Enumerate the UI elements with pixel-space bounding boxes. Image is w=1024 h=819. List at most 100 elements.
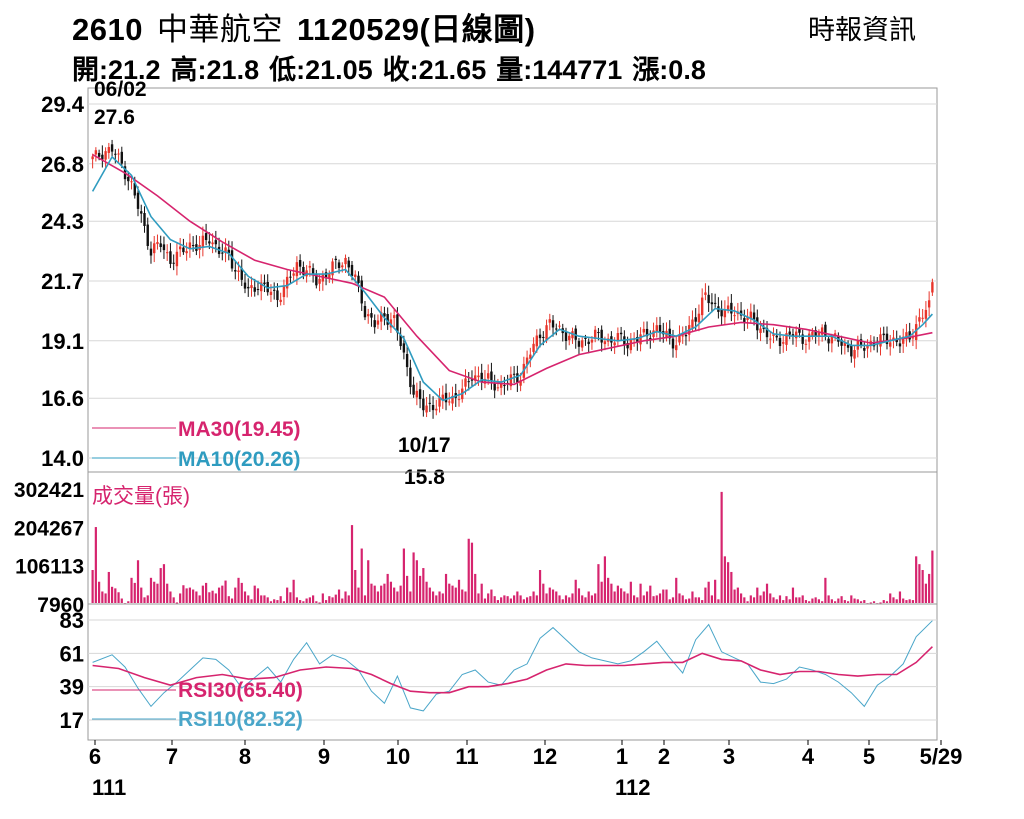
candle-body [626, 342, 629, 349]
candle-body [146, 224, 149, 246]
candle-body [749, 311, 753, 319]
quote-item: 低:21.05 [269, 55, 373, 85]
candle-body [474, 375, 477, 381]
volume-bar [166, 583, 169, 603]
volume-bar [564, 595, 568, 603]
x-month-label: 1 [616, 744, 628, 769]
volume-bar [597, 564, 600, 603]
candle-body [616, 333, 620, 341]
candle-body [629, 339, 633, 351]
candle-body [444, 392, 448, 403]
candle-body [863, 347, 866, 351]
volume-bar [778, 595, 782, 603]
candle-body [253, 287, 256, 292]
candle-body [603, 341, 607, 345]
candle-body [240, 268, 243, 280]
candle-body [551, 320, 555, 328]
volume-bar [824, 577, 827, 603]
volume-bar [704, 587, 707, 603]
volume-bar [425, 581, 428, 603]
candle-body [655, 325, 658, 333]
candle-body [201, 235, 205, 248]
volume-bar [273, 599, 276, 603]
ma-legend-label: MA10(20.26) [178, 448, 301, 471]
candle-body [396, 314, 399, 333]
volume-bar [328, 596, 331, 603]
volume-bar [354, 570, 357, 603]
low-date-annotation: 10/17 [398, 434, 451, 457]
candle-body [480, 372, 483, 382]
volume-bar [224, 580, 227, 603]
candle-body [811, 331, 814, 337]
volume-bar [393, 587, 396, 603]
candle-body [503, 385, 506, 387]
candle-body [208, 241, 211, 244]
volume-bar [801, 595, 804, 603]
volume-bar [837, 598, 840, 603]
candle-body [577, 341, 581, 347]
volume-bar [791, 587, 795, 603]
candle-body [782, 342, 785, 344]
rsi-legend-label: RSI10(82.52) [178, 708, 303, 731]
candle-body [344, 257, 347, 265]
volume-bar [769, 593, 772, 603]
volume-bar [344, 591, 347, 603]
x-year-label: 111 [92, 775, 126, 800]
candle-body [898, 343, 902, 347]
volume-bar [383, 583, 386, 603]
volume-bar [363, 595, 367, 603]
candle-body [243, 282, 247, 289]
candle-body [743, 318, 746, 323]
candle-body [542, 336, 545, 338]
candle-body [759, 328, 762, 333]
volume-bar [227, 596, 230, 603]
x-month-label: 6 [89, 744, 101, 769]
volume-bar [114, 588, 117, 603]
volume-bar [292, 579, 295, 603]
volume-bar [214, 593, 217, 603]
volume-bar [746, 601, 749, 603]
volume-bar [655, 595, 658, 603]
volume-bar [279, 596, 282, 603]
volume-bar [431, 591, 435, 603]
price-tick-label: 26.8 [41, 152, 84, 177]
candle-body [739, 310, 743, 316]
volume-bar [282, 601, 286, 603]
volume-bar [898, 591, 902, 603]
rsi-legend-label: RSI30(65.40) [178, 679, 303, 702]
volume-bar [260, 595, 263, 603]
volume-bar [373, 585, 376, 603]
candle-body [889, 342, 892, 347]
volume-bar [905, 600, 908, 603]
candle-body [921, 317, 924, 319]
volume-tick-label: 106113 [15, 556, 84, 579]
volume-bar [707, 581, 710, 603]
volume-bar [668, 599, 671, 603]
candle-body [885, 333, 889, 345]
volume-bar [133, 582, 136, 603]
candle-body [373, 320, 376, 328]
volume-bar [902, 598, 905, 603]
candle-body [448, 401, 451, 403]
candle-body [302, 266, 305, 275]
candle-body [363, 305, 367, 318]
candle-body [379, 312, 383, 322]
candle-body [568, 335, 571, 341]
volume-bar [451, 585, 454, 603]
volume-bar [571, 593, 574, 603]
candle-body [694, 317, 697, 322]
candle-body [386, 314, 389, 325]
volume-bar [448, 583, 451, 603]
candle-body [801, 334, 804, 344]
volume-bar [402, 548, 405, 603]
volume-bar [645, 591, 649, 603]
volume-bar [136, 560, 140, 603]
candle-body [678, 334, 681, 343]
volume-bar [464, 591, 467, 603]
volume-bar [532, 591, 535, 603]
volume-bar [380, 585, 383, 603]
volume-bar [620, 588, 623, 603]
candle-body [175, 251, 179, 267]
candle-body [133, 182, 136, 196]
